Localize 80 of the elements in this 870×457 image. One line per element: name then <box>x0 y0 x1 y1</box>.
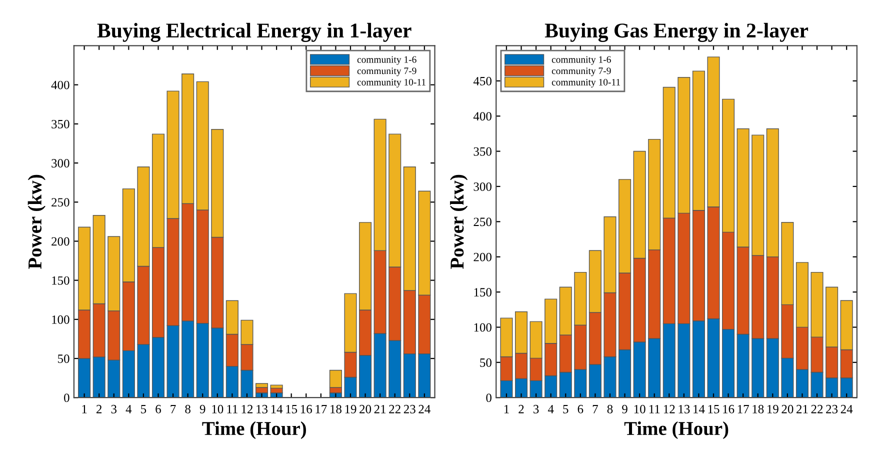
x-tick-label: 16 <box>723 404 734 414</box>
chart-title: Buying Electrical Energy in 1-layer <box>97 22 412 42</box>
x-tick-label: 18 <box>330 404 342 414</box>
legend-label: community 7-9 <box>357 68 416 76</box>
y-tick-label: 350 <box>474 147 492 156</box>
x-axis-title: Time (Hour) <box>202 421 306 440</box>
x-tick-label: 2 <box>96 404 102 414</box>
y-tick-label: 50 <box>480 358 492 367</box>
x-tick-label: 11 <box>649 404 660 414</box>
x-tick-label: 21 <box>796 404 808 414</box>
x-tick-label: 17 <box>316 404 327 414</box>
legend-label: community 1-6 <box>357 56 416 65</box>
x-tick-label: 22 <box>389 404 400 414</box>
x-tick-label: 8 <box>607 404 613 414</box>
y-axis-title: Power (kw) <box>28 174 46 269</box>
x-tick-label: 19 <box>768 404 778 414</box>
x-tick-label: 7 <box>592 405 598 414</box>
x-tick-label: 17 <box>738 404 749 414</box>
x-tick-label: 14 <box>694 404 705 414</box>
y-tick-label: 350 <box>52 120 70 128</box>
x-tick-label: 22 <box>811 404 823 414</box>
y-tick-label: 450 <box>473 76 492 86</box>
x-tick-label: 14 <box>271 404 283 414</box>
bar <box>270 384 283 389</box>
x-tick-label: 10 <box>634 404 646 414</box>
x-tick-label: 2 <box>518 404 524 414</box>
x-tick-label: 7 <box>170 405 176 414</box>
x-tick-label: 8 <box>185 404 190 414</box>
x-tick-label: 15 <box>708 404 720 414</box>
x-tick-label: 12 <box>242 404 253 414</box>
y-tick-label: 0 <box>64 394 70 402</box>
y-tick-label: 100 <box>52 315 70 324</box>
y-axis-title: Power (kw) <box>450 174 468 269</box>
y-tick-label: 200 <box>52 237 70 246</box>
x-tick-label: 21 <box>374 404 386 414</box>
x-axis-title: Time (Hour) <box>624 421 728 440</box>
legend-label: community 1-6 <box>552 56 611 65</box>
y-tick-label: 150 <box>474 288 492 296</box>
chart-title: Buying Gas Energy in 2-layer <box>544 22 808 42</box>
x-tick-label: 13 <box>678 404 690 414</box>
x-tick-label: 15 <box>286 404 298 414</box>
x-tick-label: 11 <box>227 404 238 414</box>
x-tick-label: 16 <box>300 404 312 414</box>
x-tick-label: 20 <box>782 404 794 414</box>
y-tick-label: 300 <box>52 159 70 168</box>
y-tick-label: 100 <box>474 323 492 332</box>
y-tick-label: 0 <box>486 394 492 402</box>
x-tick-label: 4 <box>126 404 132 414</box>
x-tick-label: 5 <box>563 405 568 414</box>
y-tick-label: 250 <box>474 218 492 226</box>
x-tick-label: 3 <box>534 404 539 414</box>
x-tick-label: 24 <box>418 404 430 414</box>
x-tick-label: 3 <box>111 404 117 414</box>
x-tick-label: 23 <box>826 404 838 414</box>
x-tick-label: 12 <box>664 404 675 414</box>
y-tick-label: 150 <box>52 276 70 285</box>
y-tick-label: 50 <box>58 354 70 363</box>
x-tick-label: 6 <box>156 404 161 414</box>
x-tick-label: 6 <box>578 404 584 414</box>
y-tick-label: 250 <box>52 198 70 207</box>
legend-label: community 10-11 <box>552 78 620 88</box>
y-tick-label: 300 <box>474 182 492 191</box>
x-tick-label: 23 <box>404 404 416 414</box>
x-tick-label: 13 <box>256 404 268 414</box>
y-tick-label: 400 <box>51 80 70 90</box>
x-tick-label: 1 <box>82 404 87 414</box>
legend-label: community 10-11 <box>357 78 426 88</box>
x-tick-label: 4 <box>548 404 554 414</box>
x-tick-label: 10 <box>212 404 224 414</box>
x-tick-label: 18 <box>752 404 764 414</box>
y-tick-label: 400 <box>473 112 492 121</box>
y-tick-label: 200 <box>474 252 492 262</box>
x-tick-label: 5 <box>141 405 146 414</box>
legend-label: community 7-9 <box>552 68 611 76</box>
x-tick-label: 9 <box>622 404 628 414</box>
x-tick-label: 20 <box>360 404 372 414</box>
x-tick-label: 1 <box>504 404 509 414</box>
x-tick-label: 9 <box>200 404 206 414</box>
x-tick-label: 24 <box>840 404 853 414</box>
x-tick-label: 19 <box>345 404 356 414</box>
